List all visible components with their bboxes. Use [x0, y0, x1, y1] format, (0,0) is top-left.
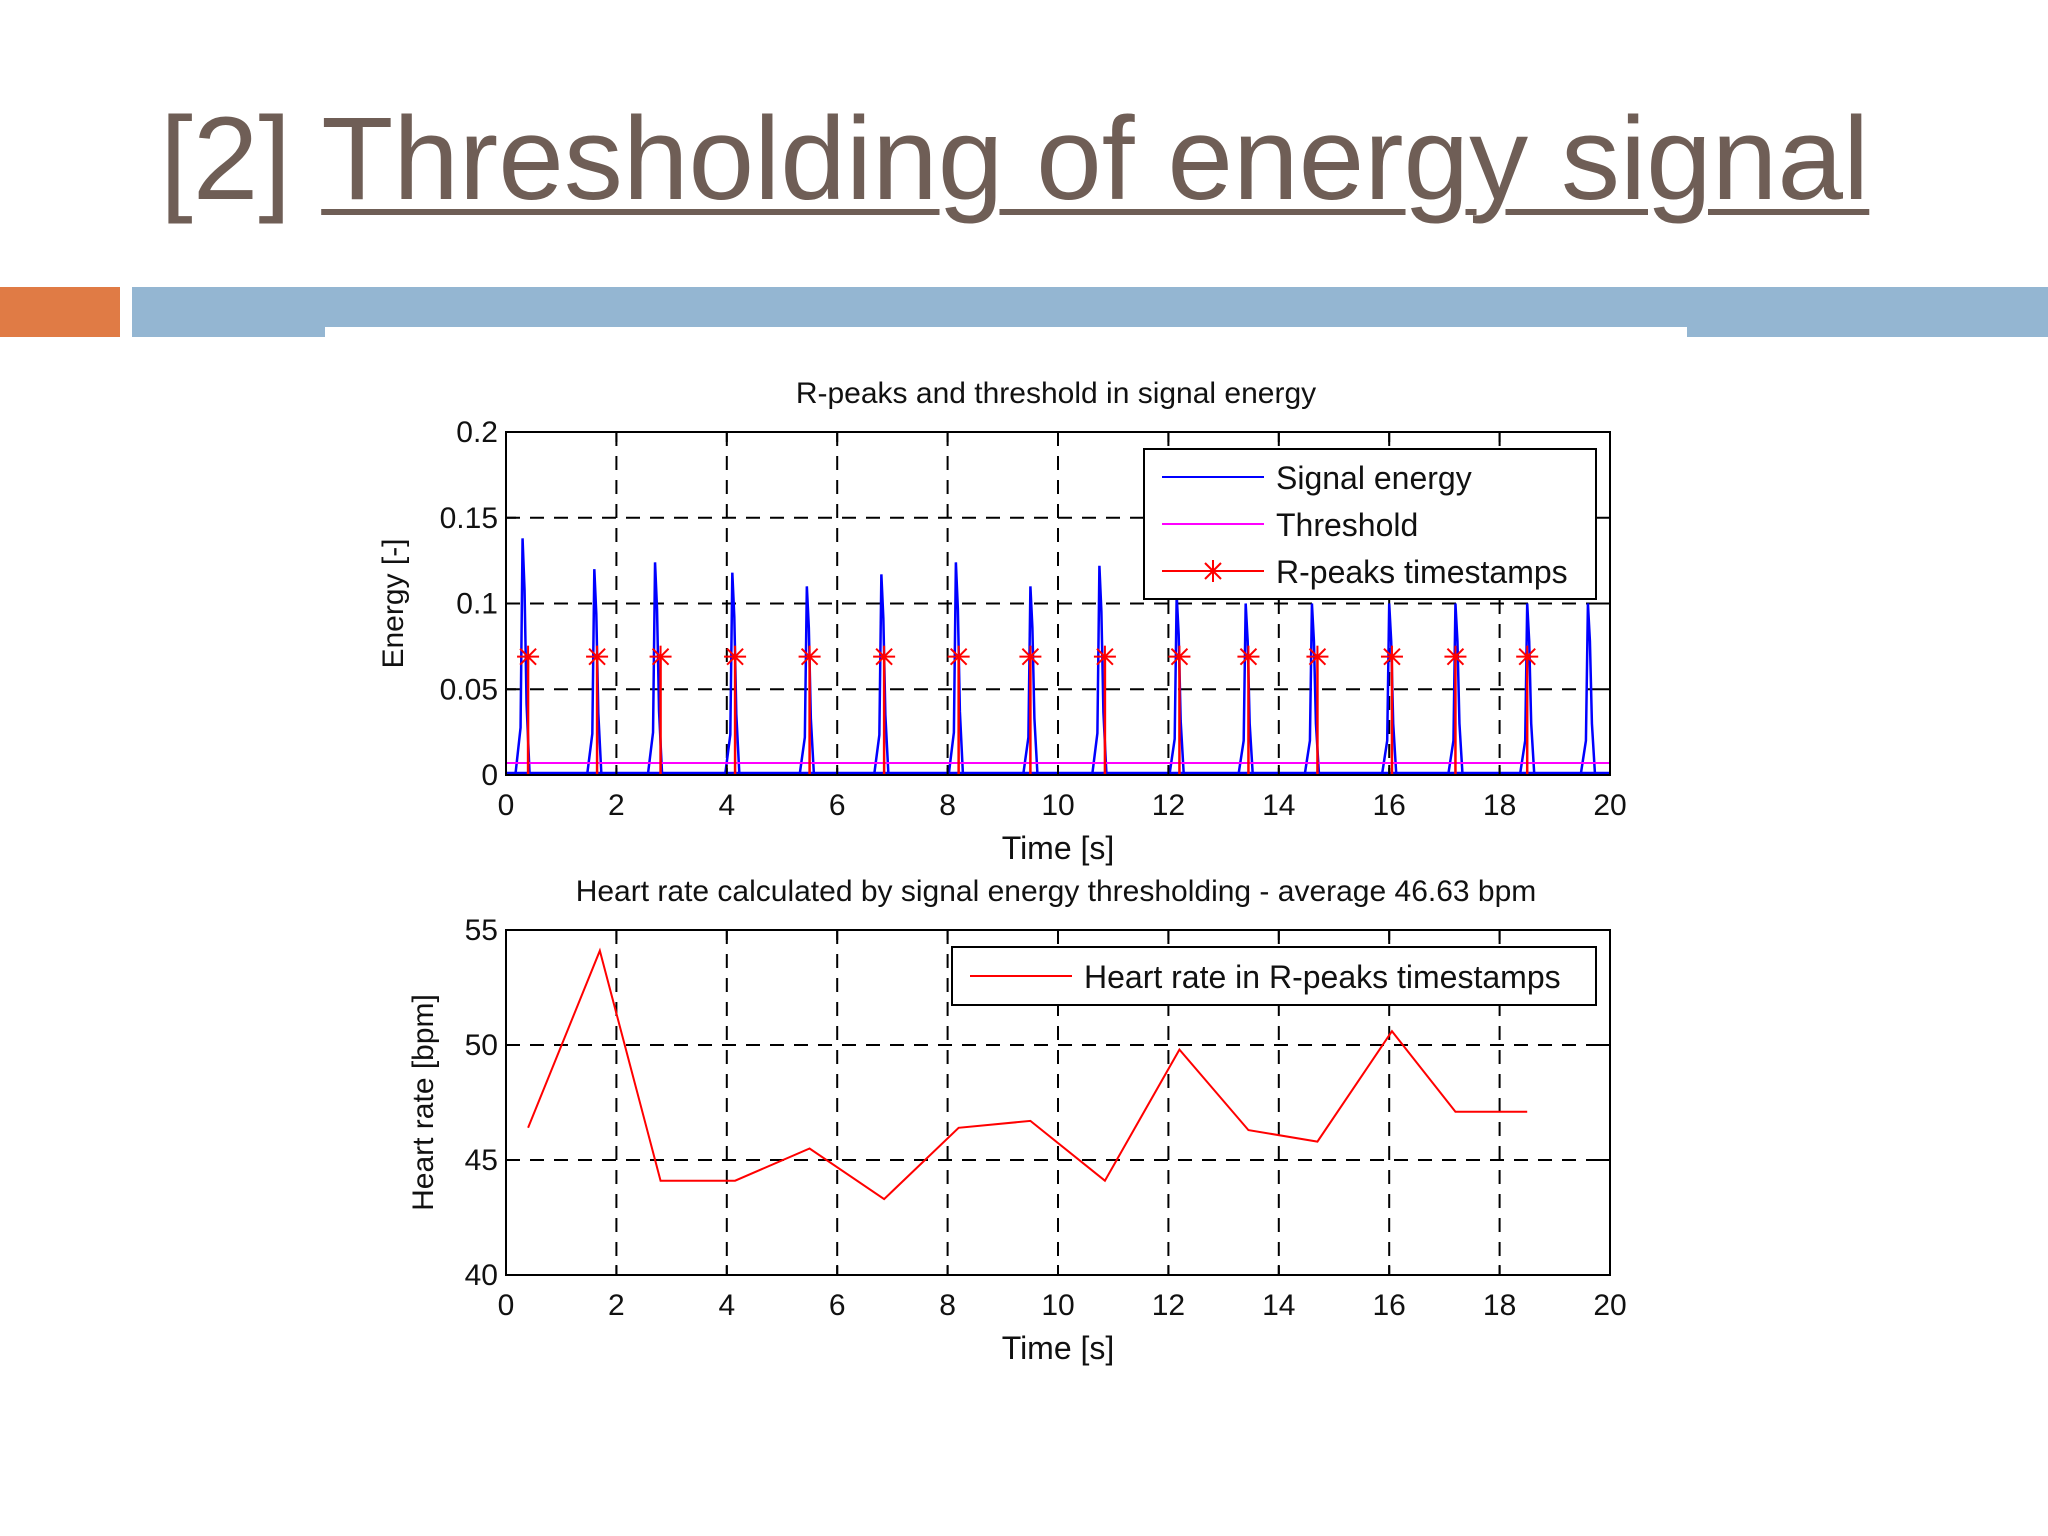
- r-peak-marker: [798, 645, 821, 668]
- r-peak-marker: [1444, 645, 1467, 668]
- heart-rate-chart-x-label: Time [s]: [1002, 1330, 1115, 1366]
- x-tick-label: 14: [1262, 1289, 1295, 1322]
- slide-title-text: Thresholding of energy signal: [321, 93, 1870, 225]
- y-tick-label: 0.2: [456, 416, 498, 449]
- r-peak-marker: [947, 645, 970, 668]
- y-tick-label: 0.1: [456, 588, 498, 621]
- energy-chart-title: R-peaks and threshold in signal energy: [796, 377, 1316, 410]
- heart-rate-chart-title: Heart rate calculated by signal energy t…: [576, 875, 1537, 908]
- signal-energy-spike: [586, 569, 603, 774]
- x-tick-label: 2: [608, 1289, 625, 1322]
- r-peak-marker: [873, 645, 896, 668]
- signal-energy-spike: [1380, 603, 1398, 774]
- r-peak-marker: [1516, 645, 1539, 668]
- x-tick-label: 10: [1041, 789, 1074, 822]
- x-tick-label: 16: [1373, 1289, 1406, 1322]
- slide-title: [2] Thresholding of energy signal: [160, 100, 1869, 218]
- x-tick-label: 12: [1152, 1289, 1185, 1322]
- r-peak-marker: [1237, 645, 1260, 668]
- x-tick-label: 18: [1483, 1289, 1516, 1322]
- legend-label-heart-rate: Heart rate in R-peaks timestamps: [1084, 959, 1561, 995]
- x-tick-label: 6: [829, 1289, 846, 1322]
- signal-energy-spike: [947, 562, 965, 774]
- signal-energy-spike: [1579, 603, 1597, 774]
- r-peak-marker: [1093, 645, 1116, 668]
- r-peak-marker: [1380, 645, 1403, 668]
- energy-chart-x-ticks: 0 2 4 6 8 10 12 14 16 18 20: [498, 432, 1627, 822]
- x-tick-label: 20: [1593, 789, 1626, 822]
- r-peak-marker: [649, 645, 672, 668]
- y-tick-label: 45: [465, 1144, 498, 1177]
- signal-energy-spike: [1237, 603, 1254, 774]
- energy-chart-plot-area: [506, 538, 1610, 775]
- x-tick-label: 16: [1373, 789, 1406, 822]
- r-peak-marker: [724, 645, 747, 668]
- x-tick-label: 8: [939, 789, 956, 822]
- x-tick-label: 4: [718, 1289, 735, 1322]
- slide-title-number: [2]: [160, 93, 292, 225]
- heart-rate-chart-y-label: Heart rate [bpm]: [407, 994, 440, 1211]
- heart-rate-chart: Heart rate calculated by signal energy t…: [407, 875, 1627, 1366]
- x-tick-label: 18: [1483, 789, 1516, 822]
- x-tick-label: 4: [718, 789, 735, 822]
- r-peak-marker: [1168, 645, 1191, 668]
- signal-energy-spike: [1168, 594, 1185, 774]
- y-tick-label: 0.05: [440, 673, 498, 706]
- signal-energy-spike: [873, 574, 890, 774]
- x-tick-label: 10: [1041, 1289, 1074, 1322]
- x-tick-label: 2: [608, 789, 625, 822]
- signal-energy-spike: [1447, 603, 1464, 774]
- y-tick-label: 0: [481, 759, 498, 792]
- energy-chart-legend: Signal energy Threshold R-peaks timestam…: [1143, 448, 1597, 600]
- signal-energy-spike: [798, 586, 816, 774]
- signal-energy-spike: [1518, 603, 1536, 774]
- y-tick-label: 50: [465, 1029, 498, 1062]
- signal-energy-spike: [724, 572, 741, 774]
- r-peak-marker: [517, 645, 540, 668]
- x-tick-label: 8: [939, 1289, 956, 1322]
- energy-chart-x-label: Time [s]: [1002, 830, 1115, 866]
- energy-chart-y-ticks: 0 0.05 0.1 0.15 0.2: [440, 416, 1610, 792]
- y-tick-label: 0.15: [440, 502, 498, 535]
- energy-chart-y-label: Energy [-]: [377, 538, 410, 668]
- legend-label-signal-energy: Signal energy: [1276, 460, 1472, 496]
- legend-marker-r-peaks: [1202, 560, 1224, 582]
- heart-rate-chart-plot-area: [527, 947, 1528, 1201]
- y-tick-label: 55: [465, 914, 498, 947]
- y-tick-label: 40: [465, 1259, 498, 1292]
- r-peak-marker: [1306, 645, 1329, 668]
- accent-bar-orange: [0, 287, 120, 337]
- signal-energy-spike: [1022, 586, 1039, 774]
- r-peak-marker: [586, 645, 609, 668]
- x-tick-label: 14: [1262, 789, 1295, 822]
- heart-rate-chart-legend: Heart rate in R-peaks timestamps: [951, 946, 1597, 1006]
- x-tick-label: 0: [498, 1289, 515, 1322]
- heart-rate-chart-x-ticks: 0 2 4 6 8 10 12 14 16 18 20: [498, 930, 1627, 1322]
- x-tick-label: 12: [1152, 789, 1185, 822]
- x-tick-label: 6: [829, 789, 846, 822]
- heart-rate-chart-y-ticks: 40 45 50 55: [465, 914, 1610, 1292]
- x-tick-label: 20: [1593, 1289, 1626, 1322]
- r-peak-marker: [1019, 645, 1042, 668]
- energy-chart: R-peaks and threshold in signal energy 0…: [377, 377, 1627, 866]
- x-tick-label: 0: [498, 789, 515, 822]
- legend-label-r-peaks: R-peaks timestamps: [1276, 554, 1568, 590]
- legend-label-threshold: Threshold: [1276, 507, 1418, 543]
